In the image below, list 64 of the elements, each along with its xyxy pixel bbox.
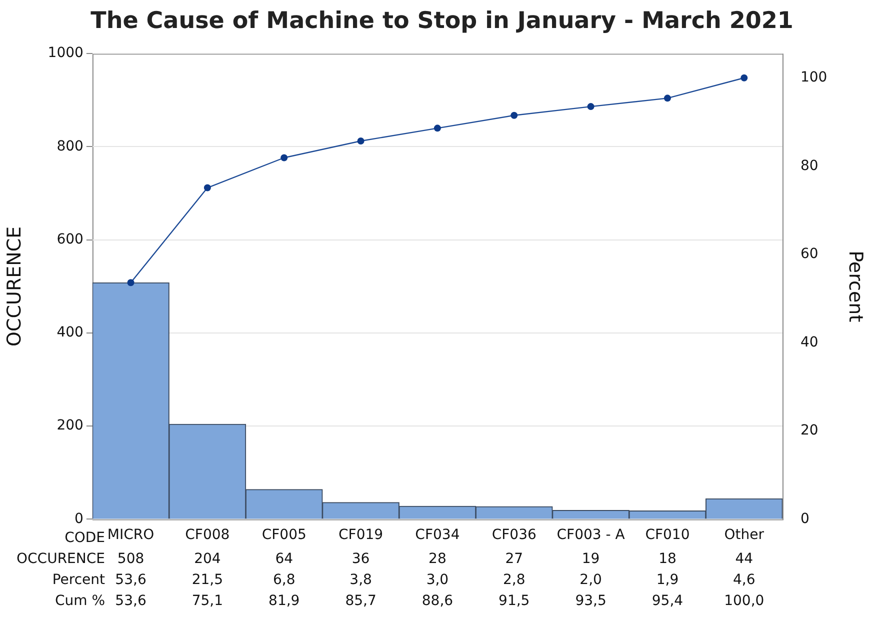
- y-tick-label: 800: [56, 138, 84, 154]
- x-tick-label: MICRO: [107, 527, 154, 544]
- y2-tick-label: 80: [800, 158, 818, 174]
- point: [280, 154, 288, 162]
- y2-tick-label: 40: [800, 334, 818, 350]
- x-tick-label: CF008: [185, 527, 230, 544]
- y2-tick-label: 100: [800, 70, 828, 86]
- text: 53,6: [115, 572, 146, 588]
- x-tick-label: CF019: [338, 527, 384, 544]
- text: 21,5: [192, 572, 224, 588]
- point: [587, 103, 594, 110]
- point: [664, 94, 671, 102]
- point: [357, 137, 364, 144]
- text: 2,0: [580, 572, 602, 588]
- data-label: 28: [428, 551, 446, 568]
- data-label: 88,6: [422, 593, 454, 610]
- x-tick-label: CF010: [645, 527, 690, 544]
- data-label: 64: [275, 551, 294, 568]
- data-label: 508: [117, 551, 144, 568]
- point: [510, 112, 518, 119]
- text: OCCURENCE: [16, 551, 105, 568]
- y2-tick-label: 20: [800, 422, 818, 439]
- data-label: 93,5: [575, 593, 606, 610]
- text: 3,0: [426, 572, 449, 588]
- text: 1,9: [656, 572, 679, 588]
- text: 2,8: [502, 572, 526, 588]
- text: 4,6: [733, 572, 756, 588]
- y2-tick-label: 60: [800, 246, 818, 262]
- data-label: 85,7: [345, 593, 376, 610]
- point: [434, 124, 441, 132]
- data-label: 100,0: [724, 593, 764, 610]
- chart-title: The Cause of Machine to Stop in January - March 2021: [90, 8, 794, 34]
- data-label: 204: [194, 551, 221, 568]
- y-axis-title: OCCURENCE: [3, 226, 26, 346]
- data-label: 27: [505, 551, 524, 568]
- x-axis-title: CODE: [64, 530, 105, 546]
- y-tick-label: 600: [56, 231, 84, 248]
- x-tick-label: CF003 - A: [556, 527, 626, 544]
- y2-axis-title: Percent: [844, 250, 867, 322]
- x-tick-label: CF036: [492, 527, 536, 544]
- y-tick-label: 200: [56, 418, 84, 434]
- x-tick-label: CF005: [262, 527, 306, 544]
- point: [127, 279, 134, 286]
- data-label: 91,5: [498, 593, 530, 610]
- data-label: 95,4: [652, 593, 684, 610]
- data-label: 81,9: [268, 593, 300, 610]
- data-label: 44: [735, 551, 754, 568]
- y-tick-label: 0: [74, 510, 84, 527]
- data-label: 19: [582, 551, 600, 568]
- point: [740, 74, 748, 82]
- text: 6,8: [272, 572, 296, 588]
- y-tick-label: 400: [56, 324, 84, 341]
- text: Cum %: [54, 593, 105, 610]
- y-tick-label: 1000: [48, 45, 84, 62]
- x-tick-label: CF034: [415, 527, 460, 544]
- data-label: 53,6: [115, 593, 146, 610]
- data-label: 18: [658, 551, 676, 568]
- y2-tick-label: 0: [800, 510, 810, 527]
- point: [204, 184, 211, 192]
- x-tick-label: Other: [724, 527, 764, 544]
- data-label: 36: [352, 551, 370, 568]
- data-label: 75,1: [192, 593, 224, 610]
- text: Percent: [52, 572, 106, 588]
- text: 3,8: [350, 572, 372, 588]
